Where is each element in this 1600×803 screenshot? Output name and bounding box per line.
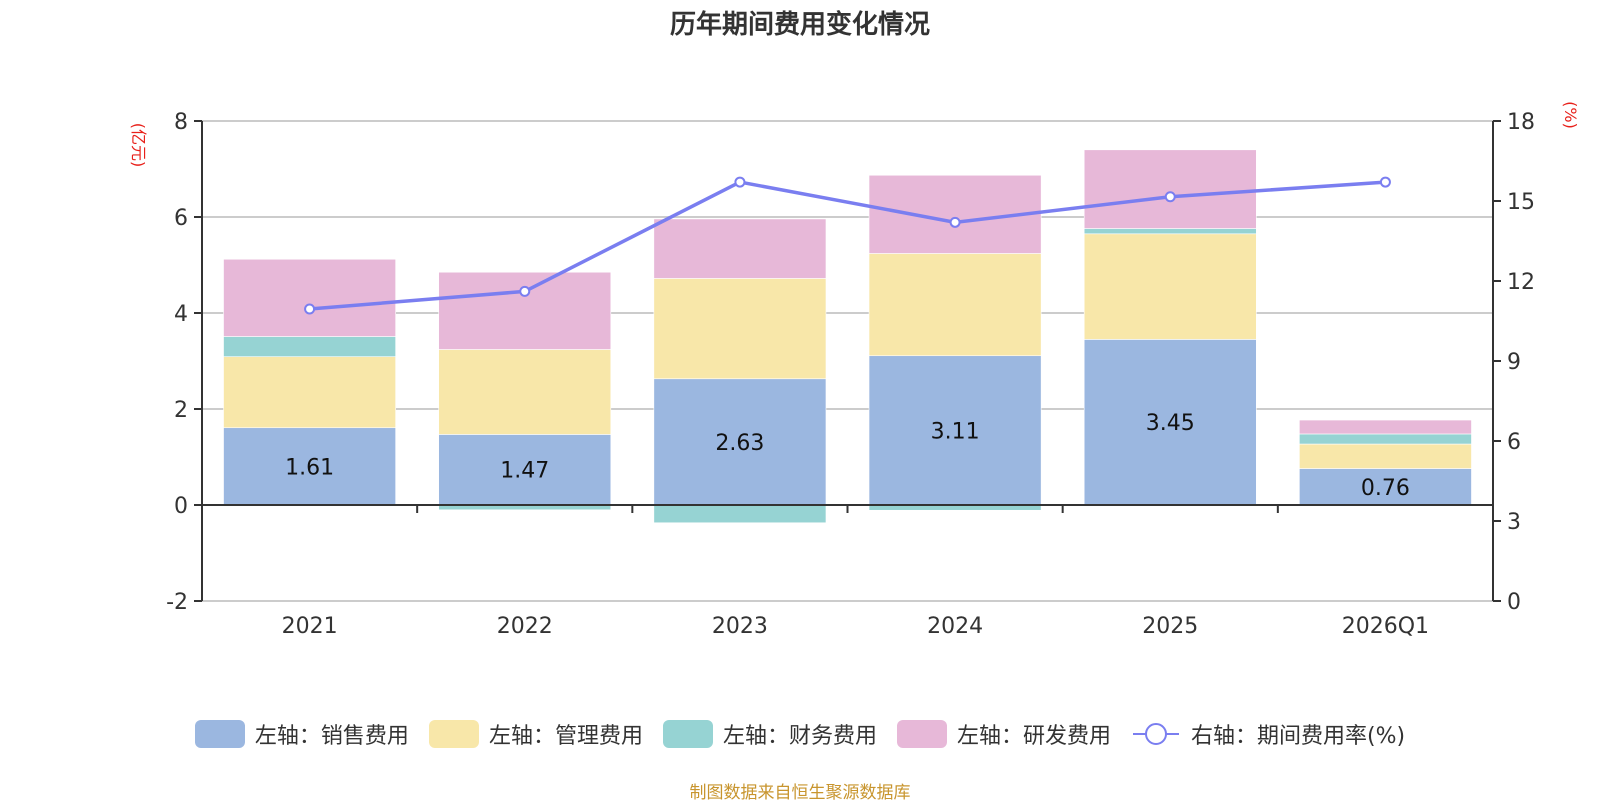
legend-label: 左轴：销售费用 <box>254 724 409 749</box>
x-axis-tick-label: 2021 <box>282 614 338 639</box>
legend-swatch <box>896 720 947 748</box>
legend-label: 右轴：期间费用率(%) <box>1190 724 1406 749</box>
x-axis-tick-label: 2026Q1 <box>1342 614 1429 639</box>
right-axis-tick-label: 9 <box>1507 350 1521 375</box>
legend-label: 左轴：管理费用 <box>488 724 643 749</box>
left-axis-unit-label: (亿元) <box>129 123 148 168</box>
legend-label: 左轴：研发费用 <box>956 724 1111 749</box>
rate-point <box>519 285 531 297</box>
bar-segment <box>1299 443 1472 469</box>
rate-point <box>1164 191 1176 203</box>
right-axis-tick-label: 15 <box>1507 190 1535 215</box>
chart-title: 历年期间费用变化情况 <box>669 10 930 40</box>
bar-segment <box>1083 228 1257 235</box>
bar-segment <box>1299 419 1472 435</box>
bars <box>223 149 1472 524</box>
bar-segment <box>1083 149 1257 229</box>
legend-item[interactable]: 左轴：研发费用 <box>896 718 1111 750</box>
legend-item[interactable]: 左轴：销售费用 <box>194 718 409 750</box>
rate-point <box>304 303 316 315</box>
right-axis-tick-label: 3 <box>1507 510 1521 535</box>
right-axis-tick-label: 0 <box>1507 590 1521 615</box>
right-axis-unit-label: (%) <box>1561 101 1580 129</box>
axes: -2 0 2 4 6 8 0 3 6 9 12 15 18 (亿元) (%) 2021 2022 2023 2024… <box>129 101 1580 639</box>
right-axis-tick-label: 18 <box>1507 110 1535 135</box>
legend-line-icon <box>1132 723 1179 745</box>
x-axis-tick-label: 2023 <box>712 614 768 639</box>
rate-point <box>949 216 961 228</box>
bar-segment <box>223 258 396 337</box>
legend-item[interactable]: 右轴：期间费用率(%) <box>1131 718 1405 750</box>
bar-segment <box>438 271 612 350</box>
left-axis-tick-label: 0 <box>174 494 188 519</box>
rate-point <box>734 176 746 188</box>
x-axis-tick-label: 2025 <box>1142 614 1198 639</box>
left-axis-tick-label: 4 <box>174 302 188 327</box>
bar-segment <box>223 356 396 429</box>
data-label: 3.45 <box>1146 411 1195 436</box>
data-label: 1.47 <box>500 459 549 484</box>
line-series <box>304 176 1391 315</box>
source-note: 制图数据来自恒生聚源数据库 <box>689 783 911 803</box>
data-label: 1.61 <box>285 455 334 480</box>
legend-label: 左轴：财务费用 <box>722 724 877 749</box>
data-labels: 1.61 1.47 2.63 3.11 3.45 0.76 <box>285 411 1410 501</box>
data-label: 2.63 <box>715 431 764 456</box>
gridlines <box>202 120 1493 602</box>
legend-swatch <box>428 720 479 748</box>
bar-segment <box>868 253 1042 357</box>
left-axis-tick-label: 8 <box>174 110 188 135</box>
legend-swatch <box>194 720 245 748</box>
bar-segment <box>223 336 396 357</box>
bar-segment <box>653 278 827 380</box>
bar-segment <box>653 378 827 506</box>
right-axis-tick-label: 6 <box>1507 430 1521 455</box>
bar-segment <box>1299 433 1472 445</box>
bar-segment <box>653 504 827 524</box>
right-axis-tick-label: 12 <box>1507 270 1535 295</box>
bar-segment <box>438 349 612 435</box>
legend-item[interactable]: 左轴：财务费用 <box>662 718 877 750</box>
legend: 左轴：销售费用 左轴：管理费用 左轴：财务费用 左轴：研发费用 右轴：期间费用率(%) <box>0 718 1600 750</box>
bar-segment <box>1083 233 1257 340</box>
bar-segment <box>868 355 1042 506</box>
data-label: 0.76 <box>1361 476 1410 501</box>
bar-segment <box>1299 468 1472 506</box>
left-axis-tick-label: 6 <box>174 206 188 231</box>
legend-swatch <box>662 720 713 748</box>
rate-point <box>1379 176 1391 188</box>
rate-line <box>309 180 1386 311</box>
legend-item[interactable]: 左轴：管理费用 <box>428 718 643 750</box>
left-axis-tick-label: -2 <box>166 590 188 615</box>
bar-segment <box>223 427 396 506</box>
bar-segment <box>653 218 827 279</box>
x-axis-tick-label: 2024 <box>927 614 983 639</box>
x-axis-tick-label: 2022 <box>497 614 553 639</box>
left-axis-tick-label: 2 <box>174 398 188 423</box>
data-label: 3.11 <box>931 419 980 444</box>
